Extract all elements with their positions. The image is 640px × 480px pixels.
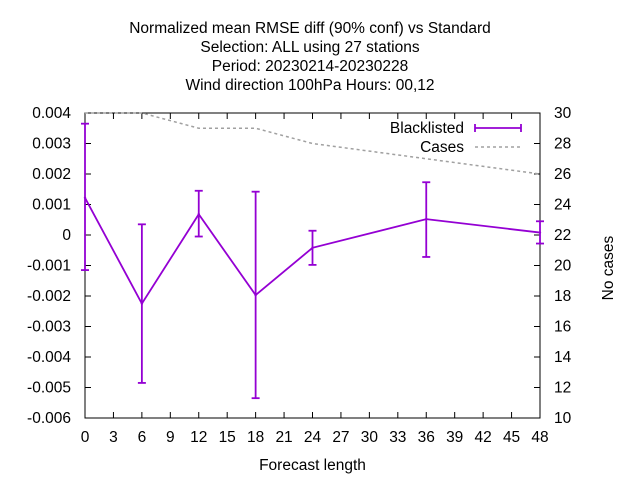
y2-tick-label: 28	[554, 136, 571, 153]
y2-tick-label: 14	[554, 349, 572, 366]
title-line: Normalized mean RMSE diff (90% conf) vs …	[129, 20, 491, 37]
x-tick-label: 27	[332, 429, 349, 446]
x-tick-label: 6	[138, 429, 147, 446]
data-point	[197, 213, 200, 216]
x-axis: 0 3 6 9 12 15 18 21 24 27 30 33 36 39 42 45 48	[81, 113, 549, 446]
y2-tick-label: 12	[554, 380, 571, 397]
y-tick-label: -0.004	[27, 349, 71, 366]
x-tick-label: 42	[475, 429, 492, 446]
y2-tick-label: 16	[554, 319, 571, 336]
data-point	[140, 302, 144, 305]
y2-axis-label: No cases	[600, 235, 617, 300]
y-tick-label: 0.001	[32, 197, 71, 214]
y-tick-label: -0.003	[27, 319, 71, 336]
chart-title: Normalized mean RMSE diff (90% conf) vs …	[129, 20, 491, 94]
y2-tick-label: 18	[554, 288, 571, 305]
y-tick-label: -0.005	[27, 380, 71, 397]
y-axis: 0.004 0.003 0.002 0.001 0 -0.001 -0.002 -0.003 -…	[27, 105, 91, 427]
legend-label-blacklisted: Blacklisted	[390, 120, 464, 137]
y2-tick-label: 10	[554, 410, 572, 427]
data-point	[311, 246, 314, 250]
y-tick-label: 0.002	[32, 166, 71, 183]
x-tick-label: 0	[81, 429, 90, 446]
x-tick-label: 24	[304, 429, 322, 446]
y-tick-label: -0.001	[27, 258, 71, 275]
title-line: Period: 20230214-20230228	[212, 58, 409, 75]
x-tick-label: 30	[361, 429, 379, 446]
y2-tick-label: 22	[554, 227, 571, 244]
y2-axis: 30 28 26 24 22 20 18 16 14 12 10	[534, 105, 572, 427]
x-tick-label: 21	[275, 429, 292, 446]
x-tick-label: 18	[247, 429, 264, 446]
x-tick-label: 9	[166, 429, 175, 446]
series-layer	[81, 112, 544, 400]
y-tick-label: -0.002	[27, 288, 71, 305]
x-tick-label: 48	[531, 429, 548, 446]
x-tick-label: 15	[219, 429, 236, 446]
legend: Blacklisted Cases	[390, 120, 522, 156]
y2-tick-label: 20	[554, 258, 572, 275]
series-line-cases	[85, 112, 541, 175]
legend-label-cases: Cases	[420, 139, 464, 156]
data-point	[425, 217, 428, 221]
y-tick-label: 0	[62, 227, 71, 244]
data-point	[538, 231, 542, 234]
x-tick-label: 36	[418, 429, 435, 446]
x-tick-label: 33	[389, 429, 406, 446]
x-tick-label: 39	[446, 429, 463, 446]
title-line: Wind direction 100hPa Hours: 00,12	[185, 77, 434, 94]
x-tick-label: 3	[109, 429, 118, 446]
y2-tick-label: 26	[554, 166, 571, 183]
title-line: Selection: ALL using 27 stations	[200, 39, 419, 56]
y2-tick-label: 30	[554, 105, 572, 122]
y2-tick-label: 24	[554, 197, 572, 214]
x-tick-label: 12	[190, 429, 207, 446]
y-tick-label: 0.004	[32, 105, 71, 122]
y-tick-label: -0.006	[27, 410, 71, 427]
data-point	[83, 196, 87, 199]
x-axis-label: Forecast length	[259, 457, 366, 474]
y-tick-label: 0.003	[32, 136, 71, 153]
x-tick-label: 45	[503, 429, 520, 446]
data-point	[254, 293, 257, 297]
